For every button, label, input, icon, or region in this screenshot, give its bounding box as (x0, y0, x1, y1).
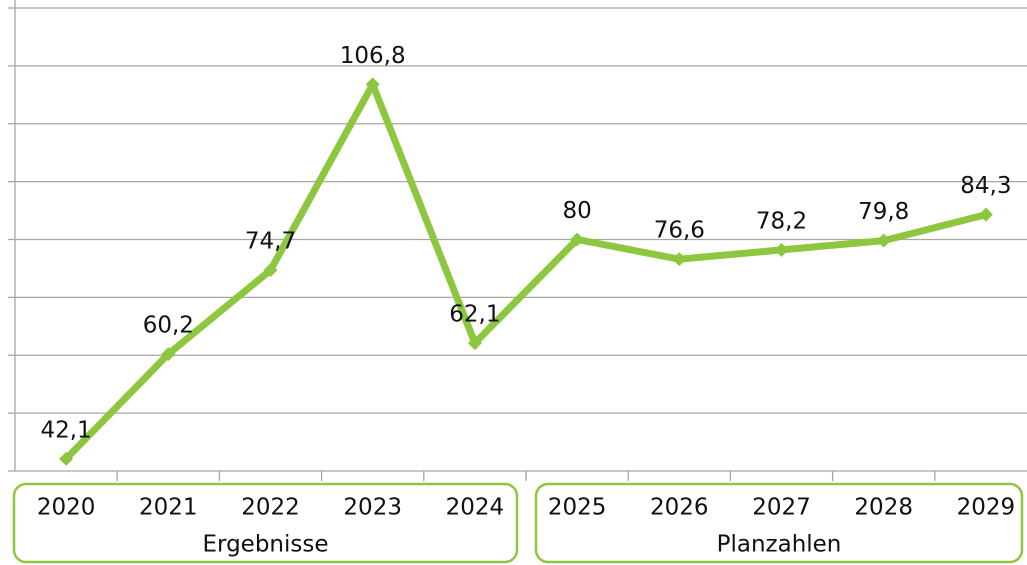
data-label: 84,3 (960, 173, 1011, 199)
x-tick-label: 2025 (548, 495, 607, 521)
x-tick-label: 2028 (854, 495, 913, 521)
x-tick-label: 2022 (241, 495, 300, 521)
marker (774, 242, 789, 257)
data-label: 74,7 (245, 229, 296, 255)
marker (978, 207, 993, 222)
data-label: 62,1 (449, 302, 500, 328)
x-tick-label: 2027 (752, 495, 811, 521)
group-label: Ergebnisse (202, 532, 328, 558)
marker (570, 232, 585, 247)
group-label: Planzahlen (717, 532, 842, 558)
marker (365, 77, 380, 92)
marker (467, 336, 482, 351)
x-tick-label: 2029 (957, 495, 1016, 521)
marker (876, 233, 891, 248)
data-label: 106,8 (340, 43, 406, 69)
x-tick-label: 2023 (343, 495, 402, 521)
data-label: 60,2 (143, 313, 194, 339)
x-tick-label: 2021 (139, 495, 198, 521)
marker (263, 263, 278, 278)
data-label: 79,8 (858, 199, 909, 225)
marker (59, 451, 74, 466)
marker (161, 347, 176, 362)
marker (672, 252, 687, 267)
x-tick-label: 2026 (650, 495, 709, 521)
data-label: 78,2 (756, 208, 807, 234)
x-tick-label: 2024 (446, 495, 505, 521)
data-label: 76,6 (654, 218, 705, 244)
group-box (534, 482, 1024, 564)
data-label: 80 (562, 198, 591, 224)
data-label: 42,1 (40, 417, 91, 443)
line (63, 80, 987, 462)
x-tick-label: 2020 (37, 495, 96, 521)
group-box (12, 482, 519, 564)
